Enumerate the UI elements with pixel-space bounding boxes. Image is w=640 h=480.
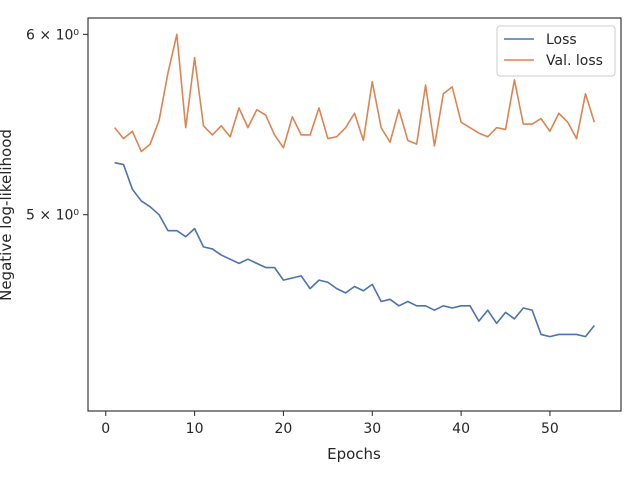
legend-label-val-loss: Val. loss: [546, 53, 603, 69]
legend-label-loss: Loss: [546, 32, 577, 48]
y-tick-label: 5 × 10⁰: [26, 208, 79, 224]
series-layer: [114, 33, 596, 338]
x-tick-label: 0: [101, 421, 110, 437]
y-tick-label: 6 × 10⁰: [26, 27, 79, 43]
x-tick-label: 10: [186, 421, 204, 437]
series-line-val-loss: [114, 33, 596, 153]
x-tick-label: 50: [541, 421, 559, 437]
plot-background: [88, 18, 621, 411]
x-tick-label: 20: [275, 421, 293, 437]
y-axis: 5 × 10⁰ 6 × 10⁰: [26, 27, 88, 224]
series-line-loss: [114, 161, 595, 338]
x-tick-label: 40: [452, 421, 470, 437]
y-axis-label: Negative log-likelihood: [0, 129, 15, 301]
x-axis-label: Epochs: [327, 445, 381, 463]
x-tick-label: 30: [363, 421, 381, 437]
legend: Loss Val. loss: [496, 25, 616, 77]
x-axis: 0 10 20 30 40 50: [101, 411, 559, 437]
